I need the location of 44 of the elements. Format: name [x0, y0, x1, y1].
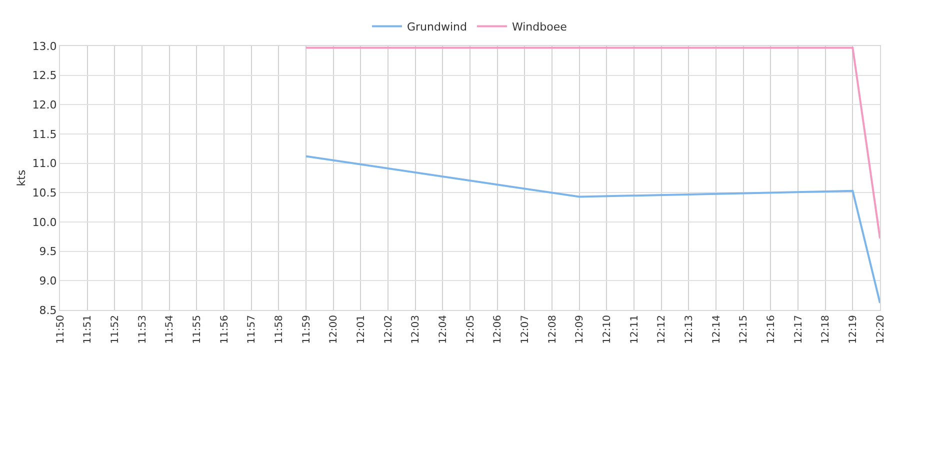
x-tick-label: 12:09 [574, 315, 586, 344]
x-tick-label: 11:56 [219, 315, 230, 344]
x-tick-label: 11:54 [164, 315, 176, 344]
x-tick-label: 12:06 [492, 315, 504, 344]
x-tick-label: 12:07 [520, 315, 531, 344]
x-tick-label: 12:12 [656, 315, 668, 344]
x-tick-label: 12:14 [711, 315, 722, 344]
x-tick-label: 12:08 [547, 315, 558, 344]
x-tick-label: 12:20 [875, 315, 886, 344]
x-tick-label: 12:16 [766, 315, 777, 344]
y-axis-title: kts [14, 170, 28, 186]
x-tick-label: 12:00 [328, 315, 340, 344]
y-tick-label: 8.5 [39, 304, 57, 317]
y-tick-label: 11.5 [32, 128, 57, 141]
y-tick-label: 9.0 [39, 274, 57, 288]
x-tick-label: 11:55 [192, 315, 203, 344]
x-tick-label: 11:57 [246, 315, 258, 344]
y-tick-label: 12.0 [32, 98, 57, 112]
y-tick-label: 11.0 [32, 157, 57, 170]
y-tick-label: 10.0 [32, 216, 57, 229]
x-tick-label: 12:05 [465, 315, 476, 344]
y-tick-label: 10.5 [32, 186, 57, 200]
x-tick-label: 12:18 [820, 315, 832, 344]
x-tick-label: 12:01 [356, 315, 367, 344]
x-tick-label: 11:58 [274, 315, 285, 344]
y-tick-label: 12.5 [32, 69, 57, 82]
x-tick-label: 12:13 [684, 315, 695, 344]
x-tick-label: 11:50 [55, 315, 66, 344]
x-tick-label: 11:59 [301, 315, 312, 344]
x-tick-label: 11:52 [110, 315, 121, 344]
x-tick-label: 12:15 [738, 315, 750, 344]
x-tick-label: 12:19 [848, 315, 859, 344]
x-tick-label: 12:02 [383, 315, 394, 344]
x-tick-label: 12:03 [410, 315, 422, 344]
x-tick-label: 12:11 [629, 315, 640, 344]
x-tick-label: 11:53 [137, 315, 148, 344]
x-tick-label: 12:17 [793, 315, 804, 344]
x-tick-label: 11:51 [82, 315, 94, 344]
legend-label: Grundwind [407, 20, 467, 34]
x-tick-label: 12:04 [438, 315, 449, 344]
legend-label: Windboee [512, 20, 568, 34]
y-tick-label: 9.5 [39, 245, 57, 258]
y-tick-label: 13.0 [32, 40, 57, 53]
x-tick-label: 12:10 [602, 315, 613, 344]
